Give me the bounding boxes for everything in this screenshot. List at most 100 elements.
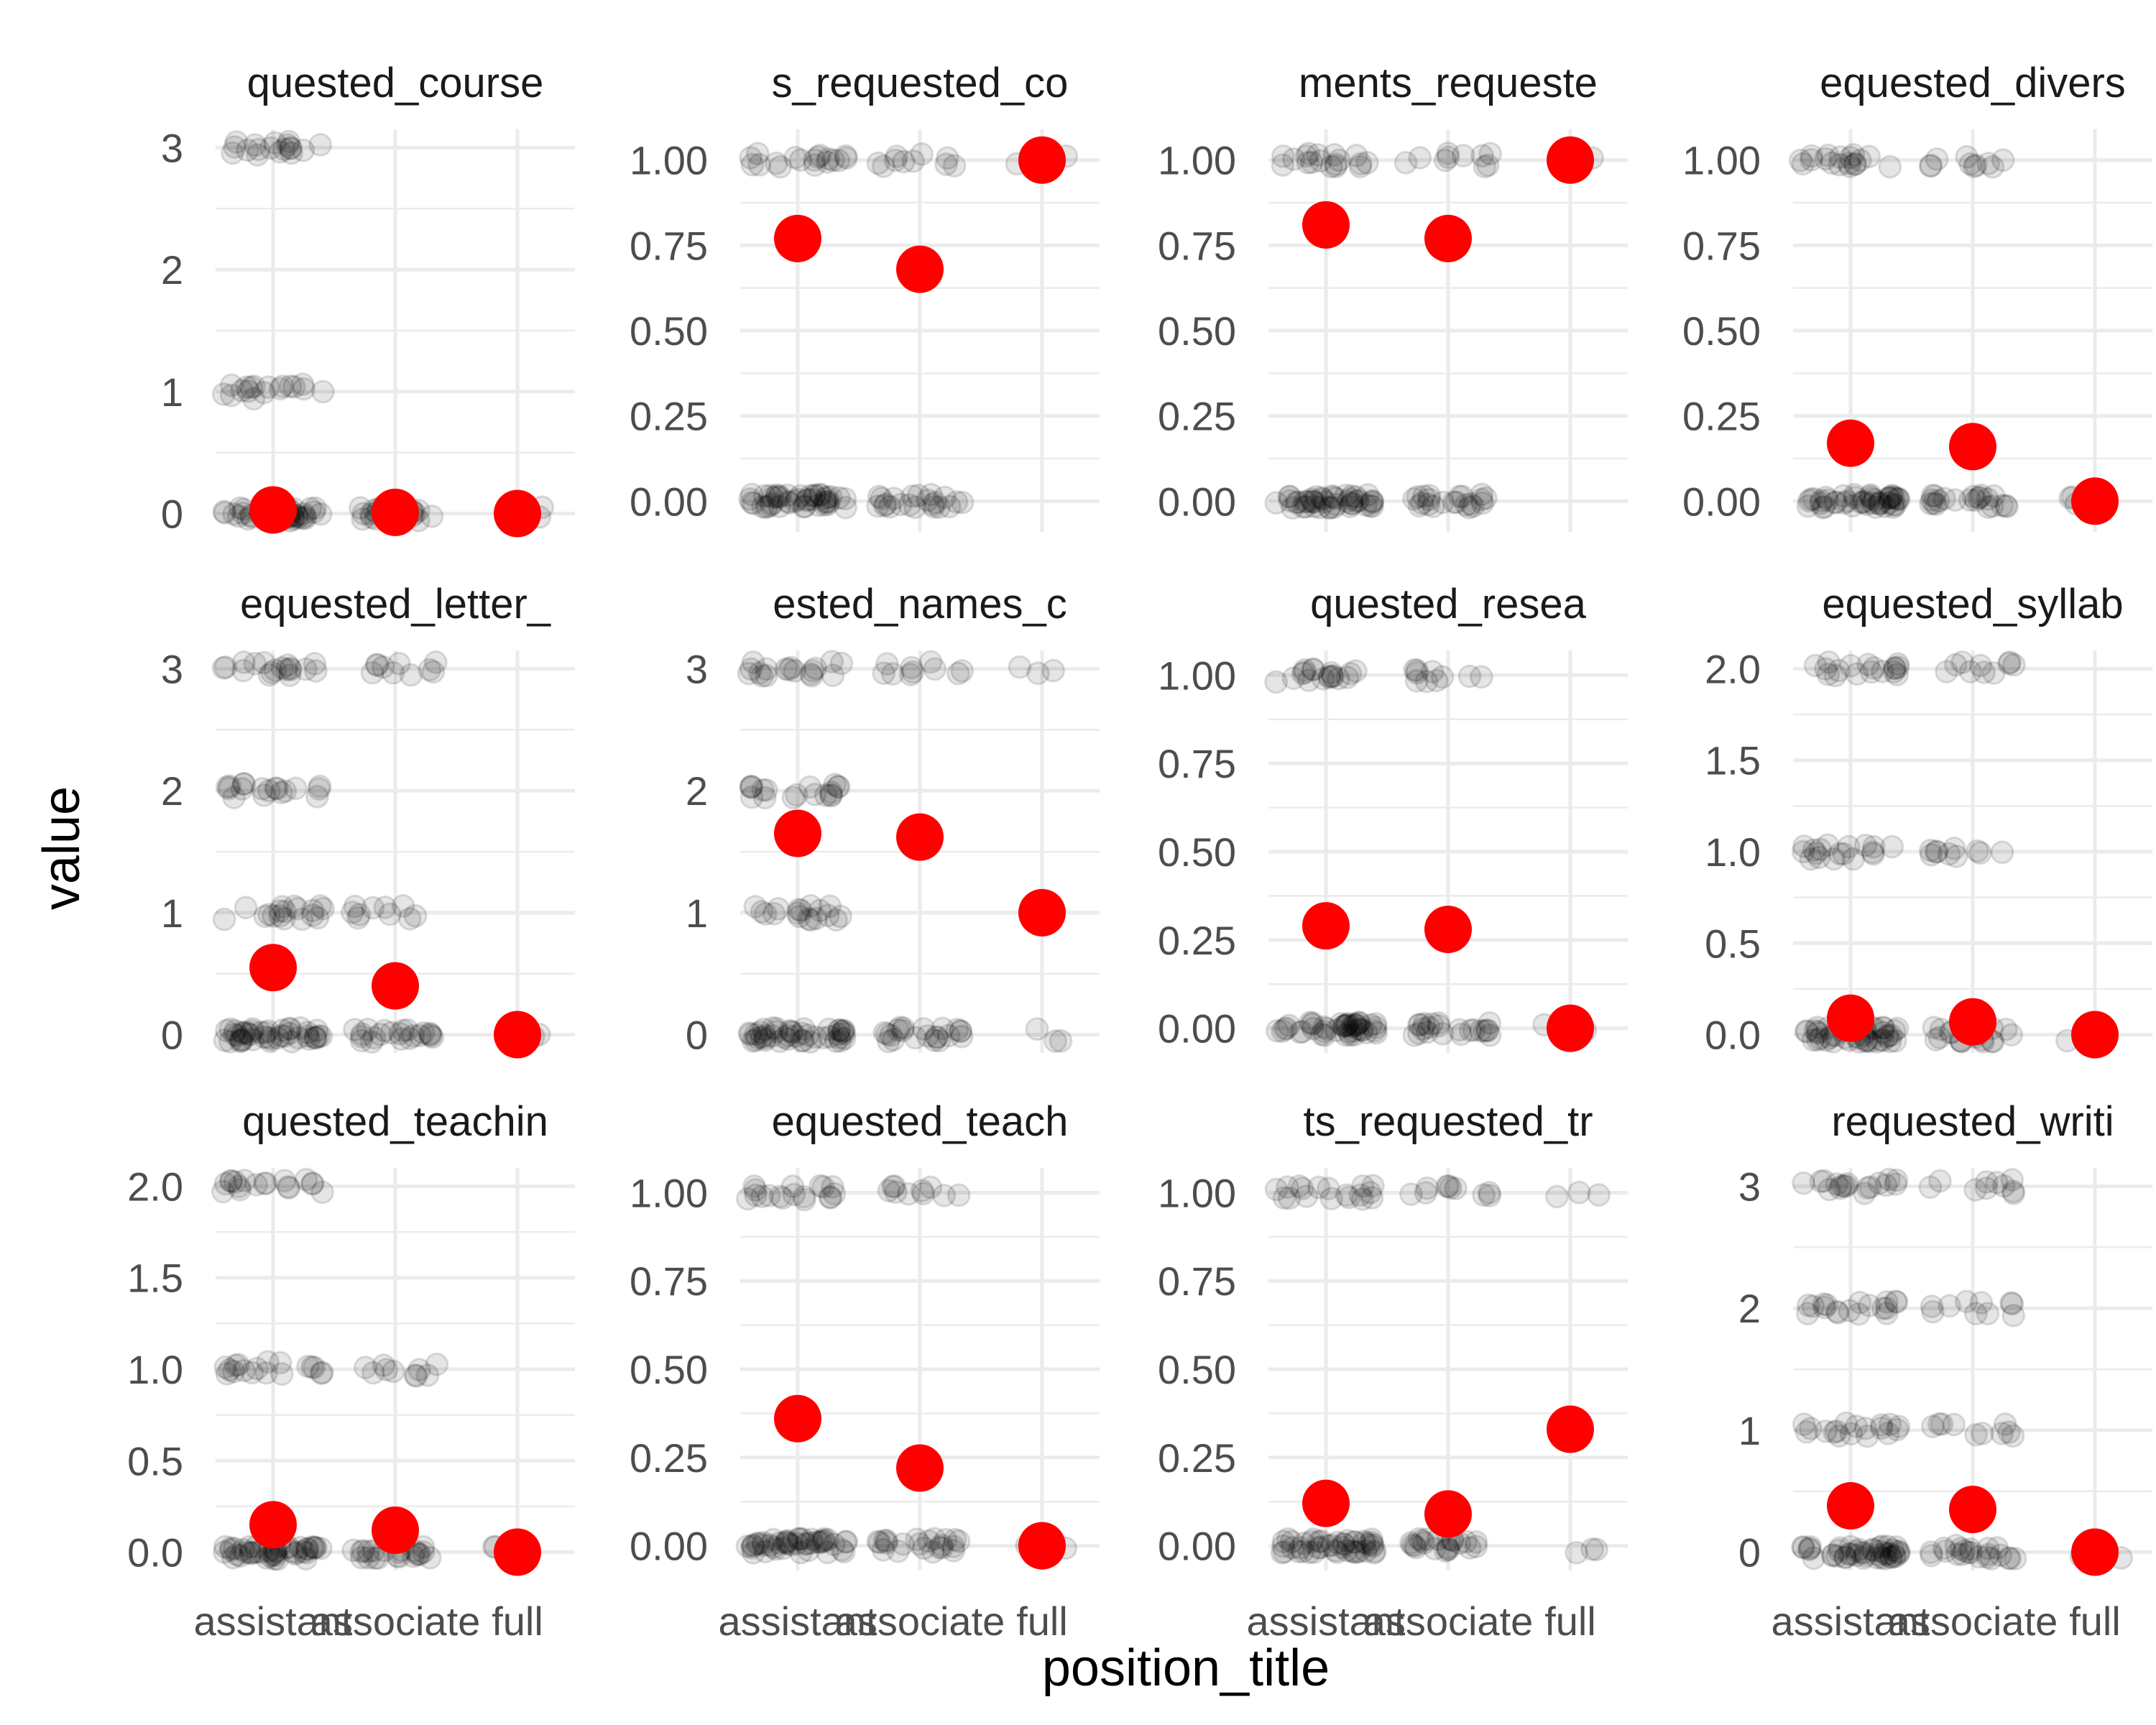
y-tick-label: 0.5 <box>127 1438 183 1484</box>
raw-data-point <box>224 130 249 155</box>
raw-data-point <box>421 660 446 684</box>
raw-data-point <box>1420 659 1445 684</box>
raw-data-point <box>1861 656 1886 680</box>
raw-data-point <box>1345 489 1369 514</box>
raw-data-point <box>407 1542 432 1566</box>
raw-data-point <box>1309 149 1333 173</box>
raw-data-point <box>747 1531 771 1555</box>
raw-data-point <box>231 772 256 796</box>
raw-data-point <box>1364 1021 1388 1045</box>
raw-data-point <box>1871 1020 1895 1044</box>
raw-data-point <box>1963 153 1988 178</box>
raw-data-point <box>1406 1021 1431 1046</box>
raw-data-point <box>1399 1182 1423 1206</box>
raw-data-point <box>1985 1536 2009 1560</box>
raw-data-point <box>1832 491 1856 515</box>
raw-data-point <box>1812 494 1836 519</box>
raw-data-point <box>735 1534 760 1558</box>
raw-data-point <box>875 1528 899 1552</box>
raw-data-point <box>1828 1536 1852 1560</box>
raw-data-point <box>292 377 316 401</box>
raw-data-point <box>1919 153 1943 178</box>
raw-data-point <box>764 484 788 509</box>
raw-data-point <box>930 1535 954 1560</box>
raw-data-point <box>1332 1014 1357 1039</box>
raw-data-point <box>1791 1535 1815 1559</box>
raw-data-point <box>1450 484 1475 509</box>
raw-data-point <box>278 136 303 160</box>
raw-data-point <box>806 145 830 170</box>
y-tick-label: 2.0 <box>1705 646 1761 691</box>
raw-data-point <box>302 1355 326 1379</box>
raw-data-point <box>1849 1540 1874 1565</box>
raw-data-point <box>768 484 792 508</box>
raw-data-point <box>256 1019 280 1044</box>
raw-data-point <box>310 380 335 404</box>
raw-data-point <box>804 906 829 931</box>
raw-data-point <box>1879 483 1904 507</box>
mean-point <box>494 1528 541 1576</box>
raw-data-point <box>1360 491 1384 515</box>
raw-data-point <box>1335 666 1360 690</box>
raw-data-point <box>809 1530 834 1555</box>
raw-data-point <box>1300 489 1325 514</box>
raw-data-point <box>1795 1020 1819 1044</box>
raw-data-point <box>927 495 952 520</box>
raw-data-point <box>1827 1424 1851 1448</box>
raw-data-point <box>816 147 841 171</box>
raw-data-point <box>1264 670 1289 694</box>
raw-data-point <box>1433 1539 1457 1563</box>
raw-data-point <box>1865 1029 1889 1054</box>
raw-data-point <box>240 1361 264 1385</box>
raw-data-point <box>1415 1176 1439 1200</box>
raw-data-point <box>739 774 763 799</box>
raw-data-point <box>1284 490 1309 515</box>
raw-data-point <box>272 1169 297 1193</box>
raw-data-point <box>1959 1540 1984 1565</box>
y-tick-label: 0.75 <box>1682 223 1761 268</box>
raw-data-point <box>874 492 898 516</box>
raw-data-point <box>1322 495 1346 520</box>
raw-data-point <box>743 1022 768 1046</box>
raw-data-point <box>1814 147 1838 171</box>
raw-data-point <box>1792 834 1816 858</box>
raw-data-point <box>834 1530 858 1554</box>
raw-data-point <box>768 1531 792 1555</box>
raw-data-point <box>2000 1168 2024 1192</box>
raw-data-point <box>1544 1184 1569 1209</box>
raw-data-point <box>1271 144 1295 168</box>
raw-data-point <box>1408 146 1432 170</box>
raw-data-point <box>783 1024 808 1049</box>
raw-data-point <box>750 1184 774 1209</box>
facet-panels: 0123quested_course0.000.250.500.751.00s_… <box>127 60 2152 1644</box>
raw-data-point <box>871 1537 895 1562</box>
raw-data-point <box>276 133 300 157</box>
raw-data-point <box>1876 1541 1901 1565</box>
raw-data-point <box>780 1020 804 1044</box>
raw-data-point <box>1981 484 2006 508</box>
raw-data-point <box>1357 1532 1381 1557</box>
raw-data-point <box>1271 1530 1296 1554</box>
raw-data-point <box>2003 1547 2027 1571</box>
raw-data-point <box>231 772 256 796</box>
raw-data-point <box>1883 493 1907 518</box>
raw-data-point <box>1851 1546 1876 1570</box>
raw-data-point <box>1324 1018 1348 1043</box>
raw-data-point <box>1346 488 1370 512</box>
raw-data-point <box>799 1531 824 1555</box>
raw-data-point <box>778 1018 802 1043</box>
raw-data-point <box>896 1182 921 1206</box>
mean-point <box>249 944 297 992</box>
raw-data-point <box>1457 664 1482 689</box>
raw-data-point <box>268 1351 292 1375</box>
raw-data-point <box>773 1026 797 1050</box>
raw-data-point <box>1882 485 1907 510</box>
raw-data-point <box>1296 150 1320 175</box>
y-tick-label: 0 <box>161 1013 183 1058</box>
raw-data-point <box>788 1540 813 1565</box>
raw-data-point <box>1360 494 1385 518</box>
y-tick-label: 1 <box>686 891 708 936</box>
raw-data-point <box>831 1018 856 1043</box>
raw-data-point <box>923 490 947 515</box>
raw-data-point <box>362 1026 387 1050</box>
